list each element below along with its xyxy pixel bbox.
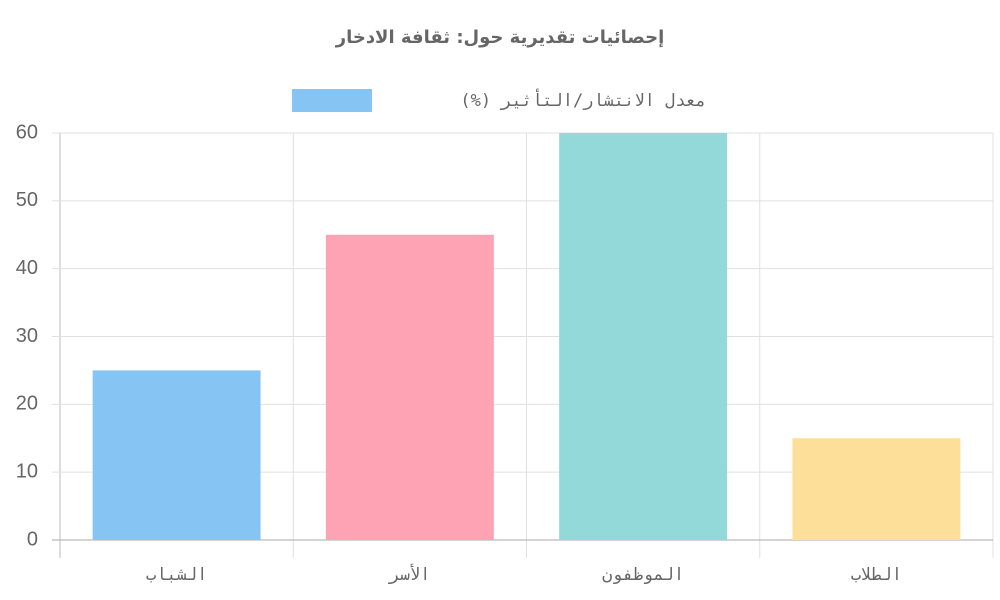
y-tick-label: 10 [16,460,38,482]
y-tick-label: 40 [16,257,38,279]
x-tick-label: الموظفون [602,565,684,585]
legend-swatch [292,89,372,112]
x-tick-label: الأسر [387,564,430,585]
x-tick-label: الشباب [146,565,207,585]
bar [559,133,728,540]
y-tick-label: 60 [16,121,38,143]
bar [325,234,494,540]
y-tick-label: 30 [16,325,38,347]
y-tick-label: 50 [16,189,38,211]
y-tick-label: 20 [16,393,38,415]
bar [792,438,961,540]
y-tick-label: 0 [27,528,38,550]
legend-label: معدل الانتشار/التأثير (%) [460,88,706,111]
x-tick-label: الطلاب [851,565,902,585]
chart-title: إحصائيات تقديرية حول: ثقافة الادخار [335,27,665,48]
bar [92,370,261,540]
